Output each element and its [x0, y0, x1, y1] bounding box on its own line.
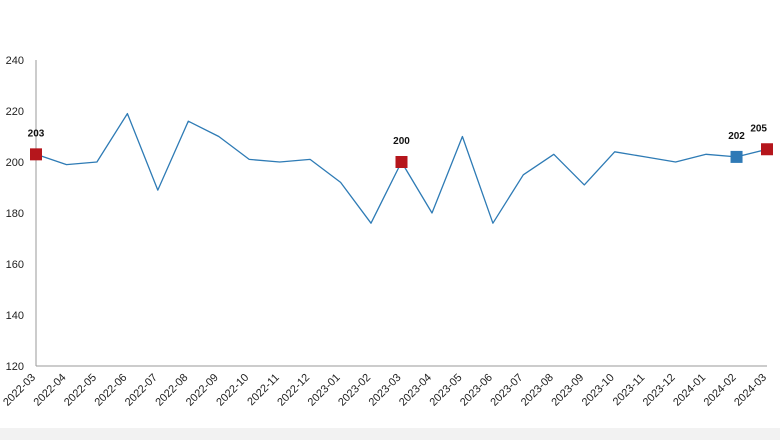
data-label: 200 — [393, 136, 410, 147]
x-tick-label: 2022-04 — [32, 372, 69, 409]
data-point-marker — [730, 150, 743, 163]
y-tick-label: 240 — [6, 55, 24, 67]
x-tick-label: 2023-09 — [549, 372, 586, 409]
series-layer — [35, 112, 768, 224]
x-tick-label: 2022-08 — [153, 372, 190, 409]
x-tick-label: 2023-07 — [488, 372, 525, 409]
y-axis: 120 140 160 180 200 220 240 — [6, 55, 37, 373]
x-tick-label: 2024-02 — [702, 372, 739, 409]
x-tick-label: 2023-08 — [519, 372, 556, 409]
data-label: 205 — [750, 123, 767, 134]
x-axis: 2022-032022-042022-052022-062022-072022-… — [1, 365, 769, 409]
x-tick-label: 2023-06 — [458, 372, 495, 409]
y-tick-label: 120 — [6, 361, 24, 373]
x-tick-label: 2022-09 — [184, 372, 221, 409]
x-tick-label: 2022-07 — [123, 372, 160, 409]
x-tick-label: 2022-12 — [275, 372, 312, 409]
x-tick-label: 2022-10 — [214, 372, 251, 409]
x-tick-label: 2024-03 — [732, 372, 769, 409]
x-tick-label: 2024-01 — [671, 372, 708, 409]
x-tick-label: 2022-06 — [92, 372, 129, 409]
x-tick-label: 2022-05 — [62, 372, 99, 409]
y-tick-label: 140 — [6, 310, 24, 322]
data-label: 202 — [728, 131, 745, 142]
data-point-marker — [395, 156, 408, 168]
x-tick-label: 2023-02 — [336, 372, 373, 409]
data-point-marker — [30, 148, 42, 161]
y-tick-label: 180 — [6, 208, 24, 220]
x-tick-label: 2023-12 — [641, 372, 678, 409]
highlight-markers: 203 200 202 205 — [28, 123, 773, 168]
y-tick-label: 160 — [6, 259, 24, 271]
data-point-marker — [761, 143, 773, 156]
x-tick-label: 2023-03 — [367, 372, 404, 409]
footer-band — [0, 428, 780, 440]
x-tick-label: 2023-05 — [428, 372, 465, 409]
x-tick-label: 2022-03 — [1, 372, 38, 409]
y-tick-label: 220 — [6, 106, 24, 118]
series-line — [35, 112, 768, 224]
x-tick-label: 2023-04 — [397, 372, 434, 409]
x-tick-label: 2023-10 — [580, 372, 617, 409]
data-label: 203 — [28, 128, 45, 139]
x-tick-label: 2023-01 — [306, 372, 343, 409]
y-tick-label: 200 — [6, 157, 24, 169]
